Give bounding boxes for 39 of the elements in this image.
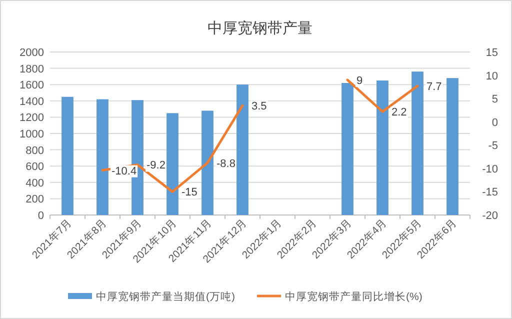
y-tick-label: 1200 (20, 112, 44, 124)
y-tick-label: 1000 (20, 128, 44, 140)
legend-label: 中厚宽钢带产量同比增长(%) (285, 290, 422, 303)
data-label: -10.4 (112, 165, 137, 178)
y-tick-label: 400 (26, 177, 44, 190)
data-label: -9.2 (146, 160, 166, 172)
bar (236, 84, 248, 215)
bar (96, 99, 108, 215)
data-label: -15 (182, 186, 198, 199)
y2-tick-label: -5 (488, 140, 498, 152)
legend-label: 中厚宽钢带产量当期值(万吨) (96, 290, 235, 303)
bar (412, 72, 424, 215)
data-label: 2.2 (392, 106, 407, 119)
y2-tick-label: -20 (482, 210, 498, 222)
y2-tick-label: -15 (482, 186, 498, 199)
y2-tick-label: -10 (482, 163, 498, 176)
y2-tick-label: 0 (492, 116, 498, 129)
y-tick-label: 800 (26, 144, 44, 157)
bar (202, 110, 214, 215)
y-tick-label: 200 (26, 194, 44, 206)
y-tick-label: 1400 (20, 96, 44, 108)
y2-tick-label: 15 (486, 47, 498, 59)
y-tick-label: 1600 (20, 80, 44, 92)
data-label: 3.5 (252, 100, 267, 113)
data-label: 9 (356, 74, 363, 87)
y-tick-label: 0 (38, 210, 44, 222)
data-label: 7.7 (426, 80, 442, 93)
chart-title: 中厚宽钢带产量 (208, 20, 312, 37)
y-tick-label: 2000 (20, 47, 44, 59)
bar (62, 96, 74, 215)
bar (342, 82, 354, 215)
bar (446, 78, 458, 215)
bar (166, 113, 178, 215)
y2-tick-label: 10 (486, 70, 498, 82)
y-tick-label: 600 (26, 161, 44, 174)
y2-tick-label: 5 (492, 94, 498, 106)
data-label: -8.8 (216, 158, 236, 170)
bar (376, 80, 388, 215)
y-tick-label: 1800 (20, 63, 44, 76)
